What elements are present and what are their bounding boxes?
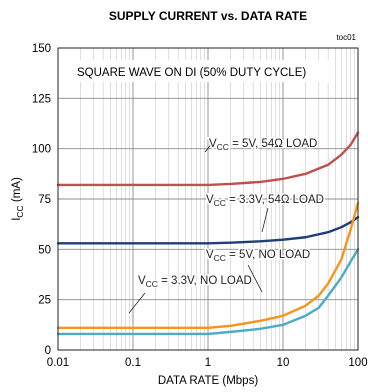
y-tick-label: 0 bbox=[45, 345, 51, 357]
y-tick-label: 25 bbox=[38, 295, 51, 307]
grid bbox=[57, 47, 358, 351]
series-label: VCC = 5V, 54Ω LOAD bbox=[209, 138, 317, 152]
series-leader-line bbox=[247, 264, 263, 293]
y-axis-label: ICC (mA) bbox=[11, 177, 25, 221]
series-label: VCC = 3.3V, 54Ω LOAD bbox=[206, 194, 324, 208]
series-line bbox=[56, 201, 360, 330]
x-axis-label: DATA RATE (Mbps) bbox=[158, 375, 258, 387]
series-leader-line bbox=[204, 140, 215, 153]
series-lines bbox=[56, 131, 360, 336]
y-tick-label: 150 bbox=[32, 43, 51, 55]
chart-title: SUPPLY CURRENT vs. DATA RATE bbox=[109, 9, 307, 23]
y-tick-label: 50 bbox=[38, 244, 51, 256]
y-tick-label: 125 bbox=[32, 93, 51, 105]
series-line bbox=[56, 131, 360, 187]
series-label: VCC = 5V, NO LOAD bbox=[206, 249, 310, 263]
x-tick-label: 0.1 bbox=[125, 357, 141, 369]
y-tick-label: 75 bbox=[38, 194, 51, 206]
series-line bbox=[56, 248, 360, 336]
chart-note: SQUARE WAVE ON DI (50% DUTY CYCLE) bbox=[77, 67, 306, 79]
x-tick-label: 100 bbox=[348, 357, 367, 369]
x-tick-labels: 0.01 0.1 1 10 100 bbox=[47, 357, 368, 369]
x-tick-label: 0.01 bbox=[47, 357, 69, 369]
figure-id: toc01 bbox=[336, 33, 356, 42]
plot-frame bbox=[57, 47, 359, 351]
series-leader-line bbox=[128, 292, 146, 314]
y-tick-label: 100 bbox=[32, 144, 51, 156]
series-leader-line bbox=[261, 207, 269, 233]
x-tick-label: 1 bbox=[205, 357, 211, 369]
series-label: VCC = 3.3V, NO LOAD bbox=[138, 275, 252, 289]
y-tick-labels: 0 25 50 75 100 125 150 bbox=[32, 43, 51, 357]
series-labels: VCC = 5V, 54Ω LOAD VCC = 3.3V, 54Ω LOAD VC… bbox=[128, 137, 325, 314]
series-line bbox=[56, 215, 360, 245]
note-box bbox=[68, 60, 333, 82]
x-tick-label: 10 bbox=[277, 357, 290, 369]
